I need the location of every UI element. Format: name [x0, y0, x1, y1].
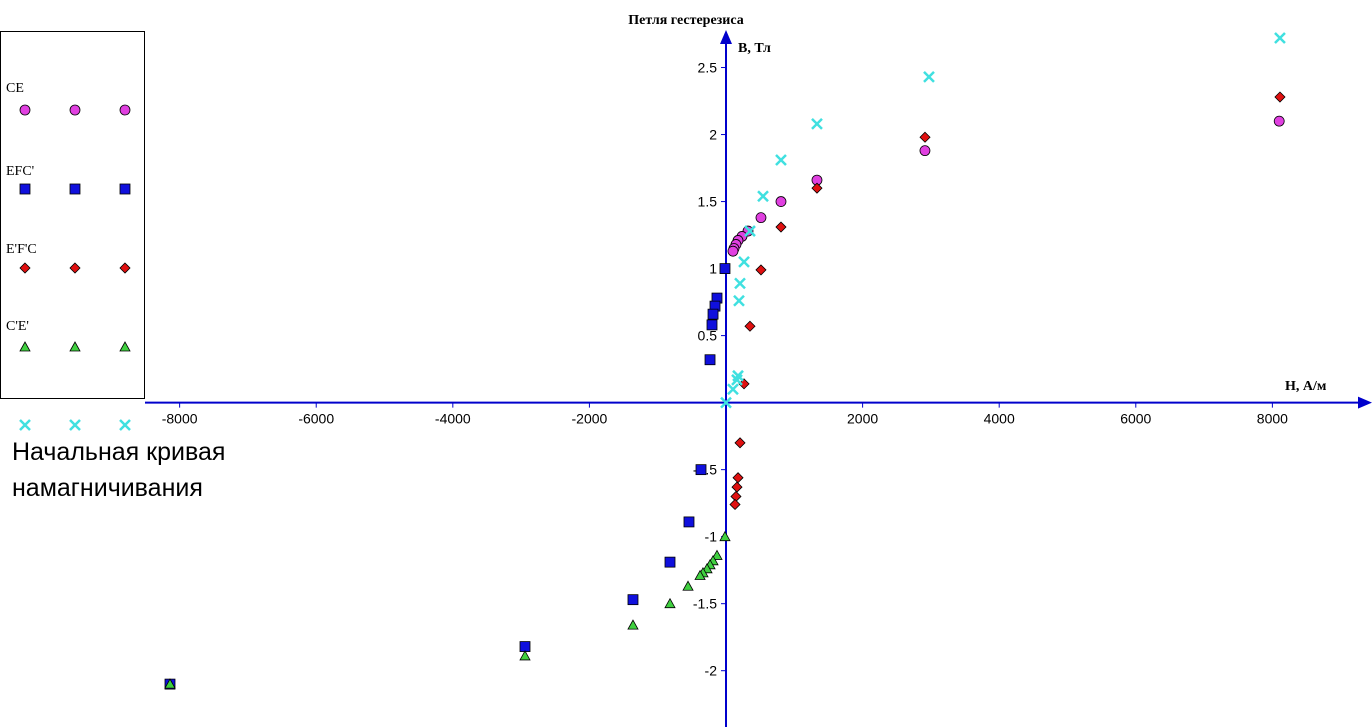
point	[755, 264, 767, 276]
point	[627, 619, 639, 630]
y-axis-arrow	[720, 30, 733, 44]
x-tick-label: -4000	[435, 411, 471, 427]
y-tick-label: 1	[709, 261, 717, 277]
x-tick-label: 2000	[847, 411, 878, 427]
point	[719, 263, 731, 274]
point	[706, 319, 718, 331]
y-tick-label: -2	[705, 663, 718, 679]
point	[683, 516, 695, 528]
point	[738, 256, 750, 268]
legend-label: Начальная кривая намагничивания	[12, 438, 226, 502]
legend-label: CE	[6, 81, 24, 96]
point	[727, 383, 739, 396]
legend-marker	[19, 104, 31, 116]
legend-marker	[69, 183, 81, 195]
y-tick-label: -1.5	[693, 596, 717, 612]
x-axis-label: H, А/м	[1285, 379, 1327, 394]
x-tick-label: 4000	[984, 411, 1015, 427]
legend-marker	[119, 341, 131, 352]
legend-label: E'F'C	[6, 242, 37, 257]
point	[734, 277, 746, 290]
point	[664, 597, 676, 609]
point	[1274, 91, 1286, 103]
point	[720, 396, 732, 409]
legend-label: C'E'	[6, 319, 29, 334]
legend-marker	[119, 262, 131, 274]
legend-marker	[69, 104, 81, 116]
x-axis-arrow	[1358, 396, 1372, 409]
point	[695, 464, 707, 476]
point	[719, 530, 731, 542]
point	[682, 580, 694, 591]
y-tick-label: 2	[709, 127, 717, 143]
point	[811, 182, 823, 194]
legend-marker	[69, 341, 81, 352]
y-tick-label: -1	[705, 529, 718, 545]
legend-marker	[119, 183, 131, 195]
legend-marker	[19, 419, 31, 431]
point	[711, 549, 723, 560]
legend-label: EFC'	[6, 164, 34, 179]
point	[627, 594, 639, 606]
legend-marker	[119, 419, 131, 431]
point	[744, 225, 756, 237]
y-tick-label: 0.5	[698, 328, 718, 344]
point	[729, 498, 741, 511]
point	[775, 196, 787, 207]
point	[919, 145, 931, 157]
x-tick-label: -6000	[298, 411, 334, 427]
y-axis-label: B, Тл	[738, 41, 771, 56]
point	[733, 294, 745, 307]
point	[732, 369, 744, 382]
point	[519, 641, 531, 652]
point	[704, 354, 716, 366]
point	[757, 190, 769, 203]
legend-box	[0, 31, 145, 399]
point	[664, 556, 676, 568]
legend-marker	[19, 341, 31, 352]
point	[694, 569, 706, 580]
y-tick-label: 2.5	[698, 60, 718, 76]
legend-marker	[19, 183, 31, 195]
x-tick-label: -2000	[572, 411, 608, 427]
point	[707, 308, 719, 320]
point	[775, 154, 787, 166]
point	[731, 481, 743, 493]
point	[1274, 32, 1286, 44]
point	[1273, 115, 1285, 127]
legend-marker	[19, 262, 31, 274]
point	[727, 245, 739, 257]
x-tick-label: 6000	[1120, 411, 1151, 427]
point	[164, 678, 176, 689]
point	[744, 320, 756, 332]
point	[811, 117, 823, 130]
legend-marker	[69, 262, 81, 274]
legend-marker	[119, 104, 131, 116]
point	[919, 131, 931, 143]
point	[923, 71, 935, 83]
point	[775, 221, 787, 233]
y-tick-label: 1.5	[698, 194, 718, 210]
legend-marker	[69, 419, 81, 431]
x-tick-label: 8000	[1257, 411, 1288, 427]
chart-title: Петля гестерезиса	[628, 13, 744, 28]
point	[732, 472, 744, 484]
x-tick-label: -8000	[162, 411, 198, 427]
point	[755, 212, 767, 224]
point	[734, 437, 746, 449]
point	[519, 650, 531, 661]
